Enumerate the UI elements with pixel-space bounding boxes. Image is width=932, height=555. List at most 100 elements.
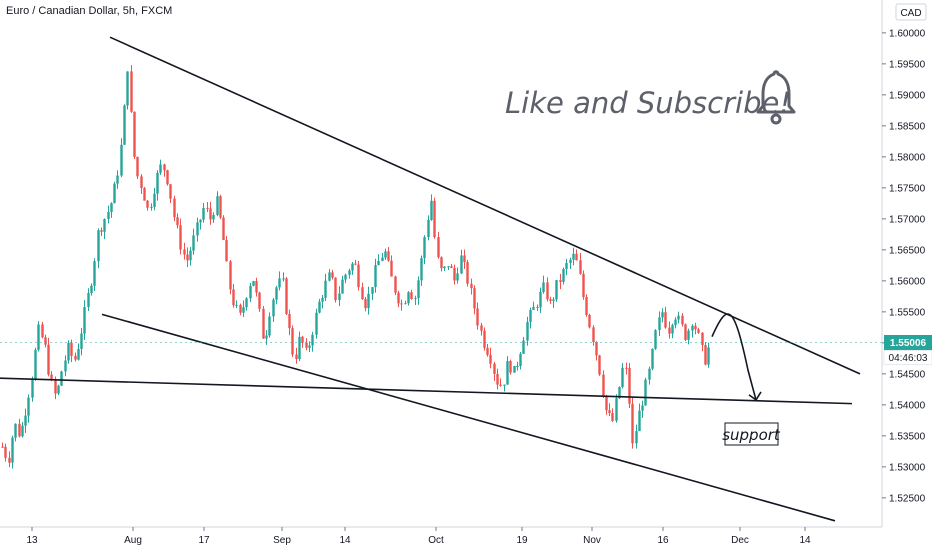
candle-body — [202, 207, 205, 220]
candle-body — [532, 306, 535, 310]
candle-body — [308, 345, 311, 348]
candle-body — [480, 325, 483, 331]
candle-body — [80, 333, 83, 349]
candle-body — [460, 255, 463, 274]
candle-body — [536, 306, 539, 308]
candle-body — [658, 317, 661, 331]
y-tick-label: 1.54000 — [889, 400, 926, 411]
candle-body — [24, 415, 27, 426]
candle-body — [681, 315, 684, 325]
candle-body — [608, 410, 611, 414]
candle-body — [417, 280, 420, 299]
candle-body — [357, 264, 360, 288]
price-axis[interactable] — [882, 0, 932, 550]
candle-body — [651, 348, 654, 369]
candle-body — [361, 287, 364, 300]
candle-body — [677, 315, 680, 320]
candle-body — [143, 188, 146, 201]
candle-body — [311, 334, 314, 346]
candle-body — [179, 225, 182, 250]
trendline-support[interactable] — [0, 377, 853, 405]
time-axis[interactable] — [0, 527, 882, 550]
support-label-box: support — [722, 422, 781, 446]
candle-body — [588, 314, 591, 328]
candle-body — [196, 222, 199, 236]
candle-body — [427, 219, 430, 238]
candle-body — [674, 319, 677, 326]
candle-body — [130, 71, 133, 112]
projection-curve — [711, 313, 757, 401]
candle-body — [324, 280, 327, 298]
candle-body — [11, 437, 14, 463]
candle-body — [328, 272, 331, 281]
x-tick-label: Nov — [583, 535, 601, 546]
candle-body — [44, 337, 47, 345]
candle-body — [565, 262, 568, 270]
candle-body — [338, 293, 341, 301]
candle-body — [664, 312, 667, 328]
candle-body — [321, 297, 324, 302]
candle-body — [150, 206, 153, 208]
candle-body — [265, 335, 268, 339]
candle-body — [235, 304, 238, 306]
candle-body — [483, 330, 486, 348]
candle-body — [410, 292, 413, 299]
candle-body — [602, 374, 605, 396]
candle-body — [400, 303, 403, 305]
candle-body — [153, 193, 156, 207]
candle-body — [97, 230, 100, 262]
candle-body — [704, 345, 707, 365]
currency-badge[interactable]: CAD — [895, 3, 927, 21]
trendline-lower-channel[interactable] — [101, 313, 836, 522]
candle-body — [579, 260, 582, 274]
trendline-upper-resistance[interactable] — [109, 36, 861, 375]
candle-body — [60, 371, 63, 386]
candle-body — [282, 278, 285, 280]
x-tick-label: Oct — [428, 535, 444, 546]
candle-body — [239, 304, 242, 313]
candle-body — [242, 307, 245, 313]
candle-body — [701, 332, 704, 346]
candle-body — [463, 255, 466, 263]
candle-body — [50, 374, 53, 380]
x-tick-label: Aug — [124, 535, 142, 546]
candle-body — [506, 360, 509, 385]
like-subscribe-text: Like and Subscribe! — [505, 86, 791, 120]
candle-body — [93, 261, 96, 286]
candle-body — [473, 288, 476, 309]
y-tick-label: 1.53000 — [889, 462, 926, 473]
chart-title: Euro / Canadian Dollar, 5h, FXCM — [6, 5, 172, 17]
candle-body — [684, 324, 687, 340]
candle-body — [569, 259, 572, 263]
candle-body — [453, 267, 456, 281]
candle-body — [77, 348, 80, 360]
candle-body — [542, 282, 545, 293]
candle-body — [489, 354, 492, 364]
y-tick-label: 1.55500 — [889, 307, 926, 318]
candle-body — [552, 299, 555, 301]
candle-body — [476, 308, 479, 326]
x-tick-label: 14 — [339, 535, 351, 546]
candle-body — [546, 282, 549, 300]
candle-body — [344, 274, 347, 280]
y-tick-label: 1.57000 — [889, 214, 926, 225]
candle-body — [691, 325, 694, 331]
candle-body — [387, 251, 390, 261]
candle-body — [87, 292, 90, 308]
support-label: support — [722, 426, 781, 444]
candle-body — [275, 287, 278, 300]
candle-body — [245, 298, 248, 308]
candle-body — [631, 403, 634, 444]
candle-body — [315, 312, 318, 335]
candle-body — [136, 156, 139, 177]
candle-body — [348, 270, 351, 275]
candle-body — [397, 292, 400, 304]
candle-body — [54, 379, 57, 394]
x-tick-label: 17 — [198, 535, 210, 546]
candle-body — [126, 71, 129, 106]
candle-body — [57, 385, 60, 394]
candle-body — [291, 328, 294, 355]
candle-body — [592, 327, 595, 343]
